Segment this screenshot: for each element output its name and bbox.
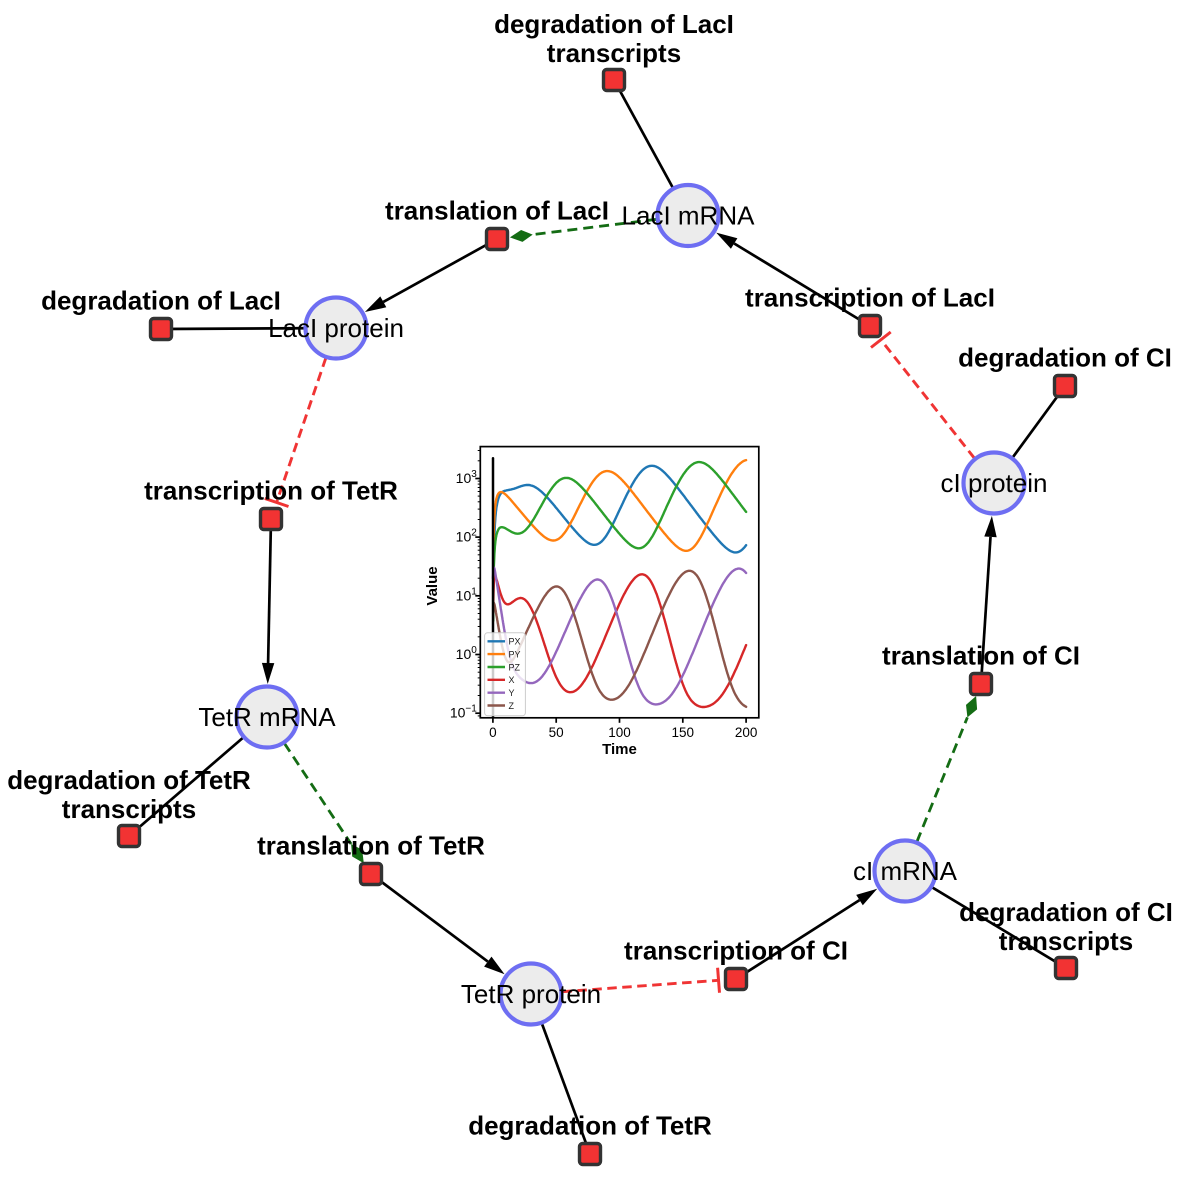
svg-text:transcripts: transcripts [62,794,196,824]
svg-text:cI protein: cI protein [941,468,1048,498]
svg-text:Time: Time [602,741,637,758]
svg-text:transcripts: transcripts [999,926,1133,956]
svg-text:50: 50 [549,725,564,740]
svg-text:transcription of TetR: transcription of TetR [144,476,398,506]
svg-text:PY: PY [509,650,521,660]
svg-text:degradation of TetR: degradation of TetR [7,765,251,795]
svg-text:X: X [509,675,515,685]
svg-text:TetR protein: TetR protein [461,979,601,1009]
svg-text:LacI mRNA: LacI mRNA [622,201,756,231]
svg-text:translation of CI: translation of CI [882,641,1080,671]
svg-text:LacI protein: LacI protein [268,313,404,343]
svg-text:200: 200 [735,725,758,740]
svg-text:100: 100 [608,725,631,740]
svg-text:Y: Y [509,688,515,698]
svg-text:transcription of CI: transcription of CI [624,936,848,966]
svg-text:10−1: 10−1 [450,704,477,721]
svg-text:cI mRNA: cI mRNA [853,856,958,886]
svg-text:100: 100 [456,645,478,662]
svg-text:degradation of CI: degradation of CI [959,897,1173,927]
svg-text:Value: Value [424,566,441,605]
svg-text:transcription of LacI: transcription of LacI [745,283,995,313]
svg-text:PZ: PZ [509,662,521,672]
svg-text:TetR mRNA: TetR mRNA [198,702,336,732]
svg-text:150: 150 [672,725,695,740]
svg-text:transcripts: transcripts [547,38,681,68]
svg-text:Z: Z [509,701,515,711]
svg-text:101: 101 [456,586,478,603]
svg-text:0: 0 [489,725,497,740]
svg-text:102: 102 [456,528,478,545]
svg-text:translation of TetR: translation of TetR [257,831,485,861]
svg-text:PX: PX [509,637,521,647]
svg-text:degradation of LacI: degradation of LacI [494,9,734,39]
svg-text:103: 103 [456,469,478,486]
svg-text:degradation of LacI: degradation of LacI [41,286,281,316]
svg-text:degradation of CI: degradation of CI [958,343,1172,373]
svg-text:translation of LacI: translation of LacI [385,196,609,226]
svg-text:degradation of TetR: degradation of TetR [468,1111,712,1141]
